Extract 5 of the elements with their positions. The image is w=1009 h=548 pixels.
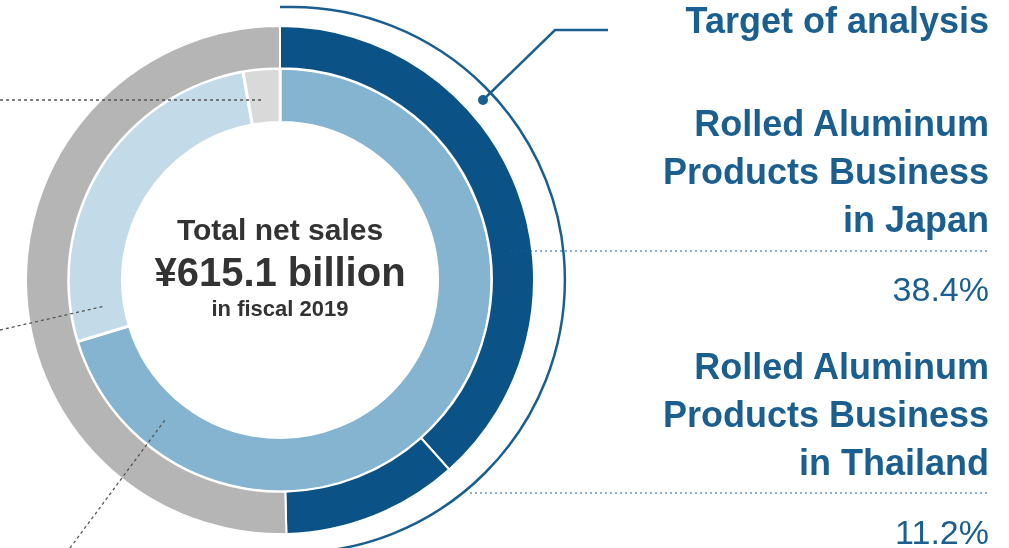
data-label: 11.2%: [895, 513, 989, 548]
data-label: 38.4%: [892, 270, 989, 309]
text: Target of analysis: [685, 0, 989, 42]
slice-label: Rolled Aluminum Products Business in Japan: [661, 102, 989, 242]
slice-label: Rolled Aluminum Products Business in Thailand: [661, 345, 989, 485]
